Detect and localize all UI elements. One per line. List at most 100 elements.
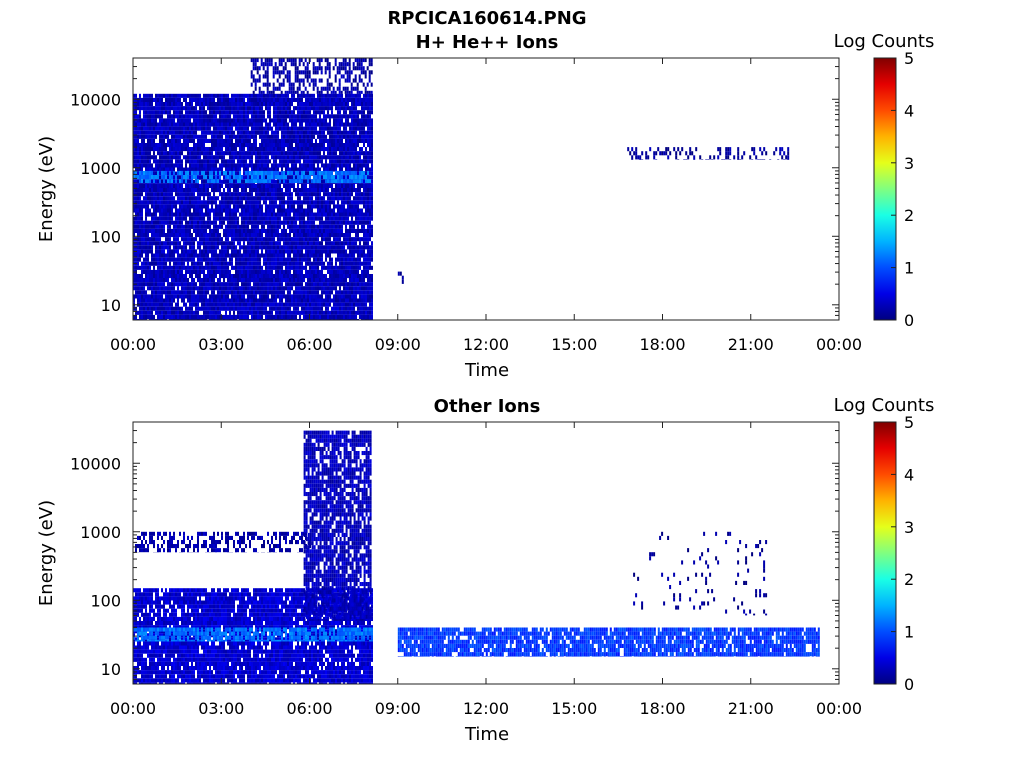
cell [325,114,327,118]
cell [255,188,257,192]
cell [193,286,195,290]
cell [281,299,283,303]
cell [289,270,291,274]
cell [147,249,149,253]
cell [217,233,219,237]
cell [189,307,191,311]
cell [147,221,149,225]
cell [175,98,177,102]
cell [247,155,249,159]
cell [279,143,281,147]
cell [159,315,161,319]
cell [309,102,311,106]
cell [159,192,161,196]
cell [281,249,283,253]
cell [249,147,251,151]
cell [195,147,197,151]
cell [191,139,193,143]
cell [219,123,221,127]
cell [137,254,139,258]
cell [175,241,177,245]
cell [165,270,167,274]
cell [185,98,187,102]
cell [191,299,193,303]
cell [203,118,205,122]
cell [183,204,185,208]
cell [175,245,177,249]
cell [169,155,171,159]
cell [167,200,169,204]
cell [235,282,237,286]
cell [271,241,273,245]
cell [175,307,177,311]
cell [199,98,201,102]
cell [287,114,289,118]
cell [265,151,267,155]
cell [291,147,293,151]
cell [199,209,201,213]
cell [215,127,217,131]
cell [293,237,295,241]
cell [151,221,153,225]
cell [141,200,143,204]
cell [267,254,269,258]
cell [193,163,195,167]
cell [169,196,171,200]
cell [215,237,217,241]
cell [179,131,181,135]
cell [295,294,297,298]
cell [277,266,279,270]
cell [237,221,239,225]
cell [227,151,229,155]
cell [197,155,199,159]
cell [173,270,175,274]
cell [203,274,205,278]
cell [227,102,229,106]
cell [199,106,201,110]
cell [261,294,263,298]
cell [261,131,263,135]
cell [233,233,235,237]
cell [297,303,299,307]
cell [305,209,307,213]
cell [285,237,287,241]
cell [231,315,233,319]
cell [319,155,321,159]
cell [261,245,263,249]
cell [259,245,261,249]
cell [219,213,221,217]
cell [225,102,227,106]
cell [225,237,227,241]
cell [187,110,189,114]
cell [325,188,327,192]
cell [285,217,287,221]
cell [219,114,221,118]
cell [249,233,251,237]
cell [305,127,307,131]
cell [145,225,147,229]
cell [251,315,253,319]
cell [243,282,245,286]
cell [149,286,151,290]
cell [163,200,165,204]
cell [285,278,287,282]
cell [241,303,243,307]
cell [195,213,197,217]
cell [311,102,313,106]
cell [207,94,209,98]
cell [307,114,309,118]
cell [323,213,325,217]
cell [287,254,289,258]
cell [267,98,269,102]
cell [201,135,203,139]
cell [219,221,221,225]
cell [215,233,217,237]
cell [181,217,183,221]
cell [225,147,227,151]
cell [173,213,175,217]
cell [197,135,199,139]
cell [323,204,325,208]
cell [277,196,279,200]
cell [189,204,191,208]
cell [155,184,157,188]
